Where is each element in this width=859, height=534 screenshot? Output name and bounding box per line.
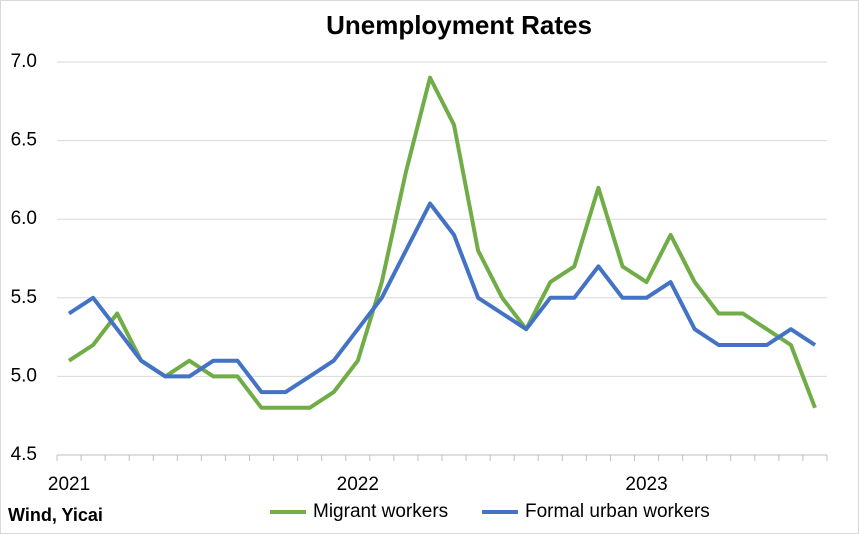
y-tick-label: 6.5 (11, 130, 37, 151)
x-tick-label: 2022 (337, 474, 379, 495)
series-line (67, 75, 817, 410)
x-tick-label: 2021 (48, 474, 90, 495)
y-tick-label: 7.0 (11, 51, 37, 72)
legend-label: Formal urban workers (525, 501, 710, 522)
legend-label: Migrant workers (313, 501, 448, 522)
y-tick-label: 4.5 (11, 444, 37, 465)
y-tick-label: 5.0 (11, 365, 37, 386)
x-tick-label: 2023 (625, 474, 667, 495)
source: Wind, Yicai (8, 505, 103, 525)
y-tick-label: 6.0 (11, 208, 37, 229)
series-line (67, 201, 817, 395)
chart-title: Unemployment Rates (326, 10, 592, 40)
y-tick-label: 5.5 (11, 287, 37, 308)
